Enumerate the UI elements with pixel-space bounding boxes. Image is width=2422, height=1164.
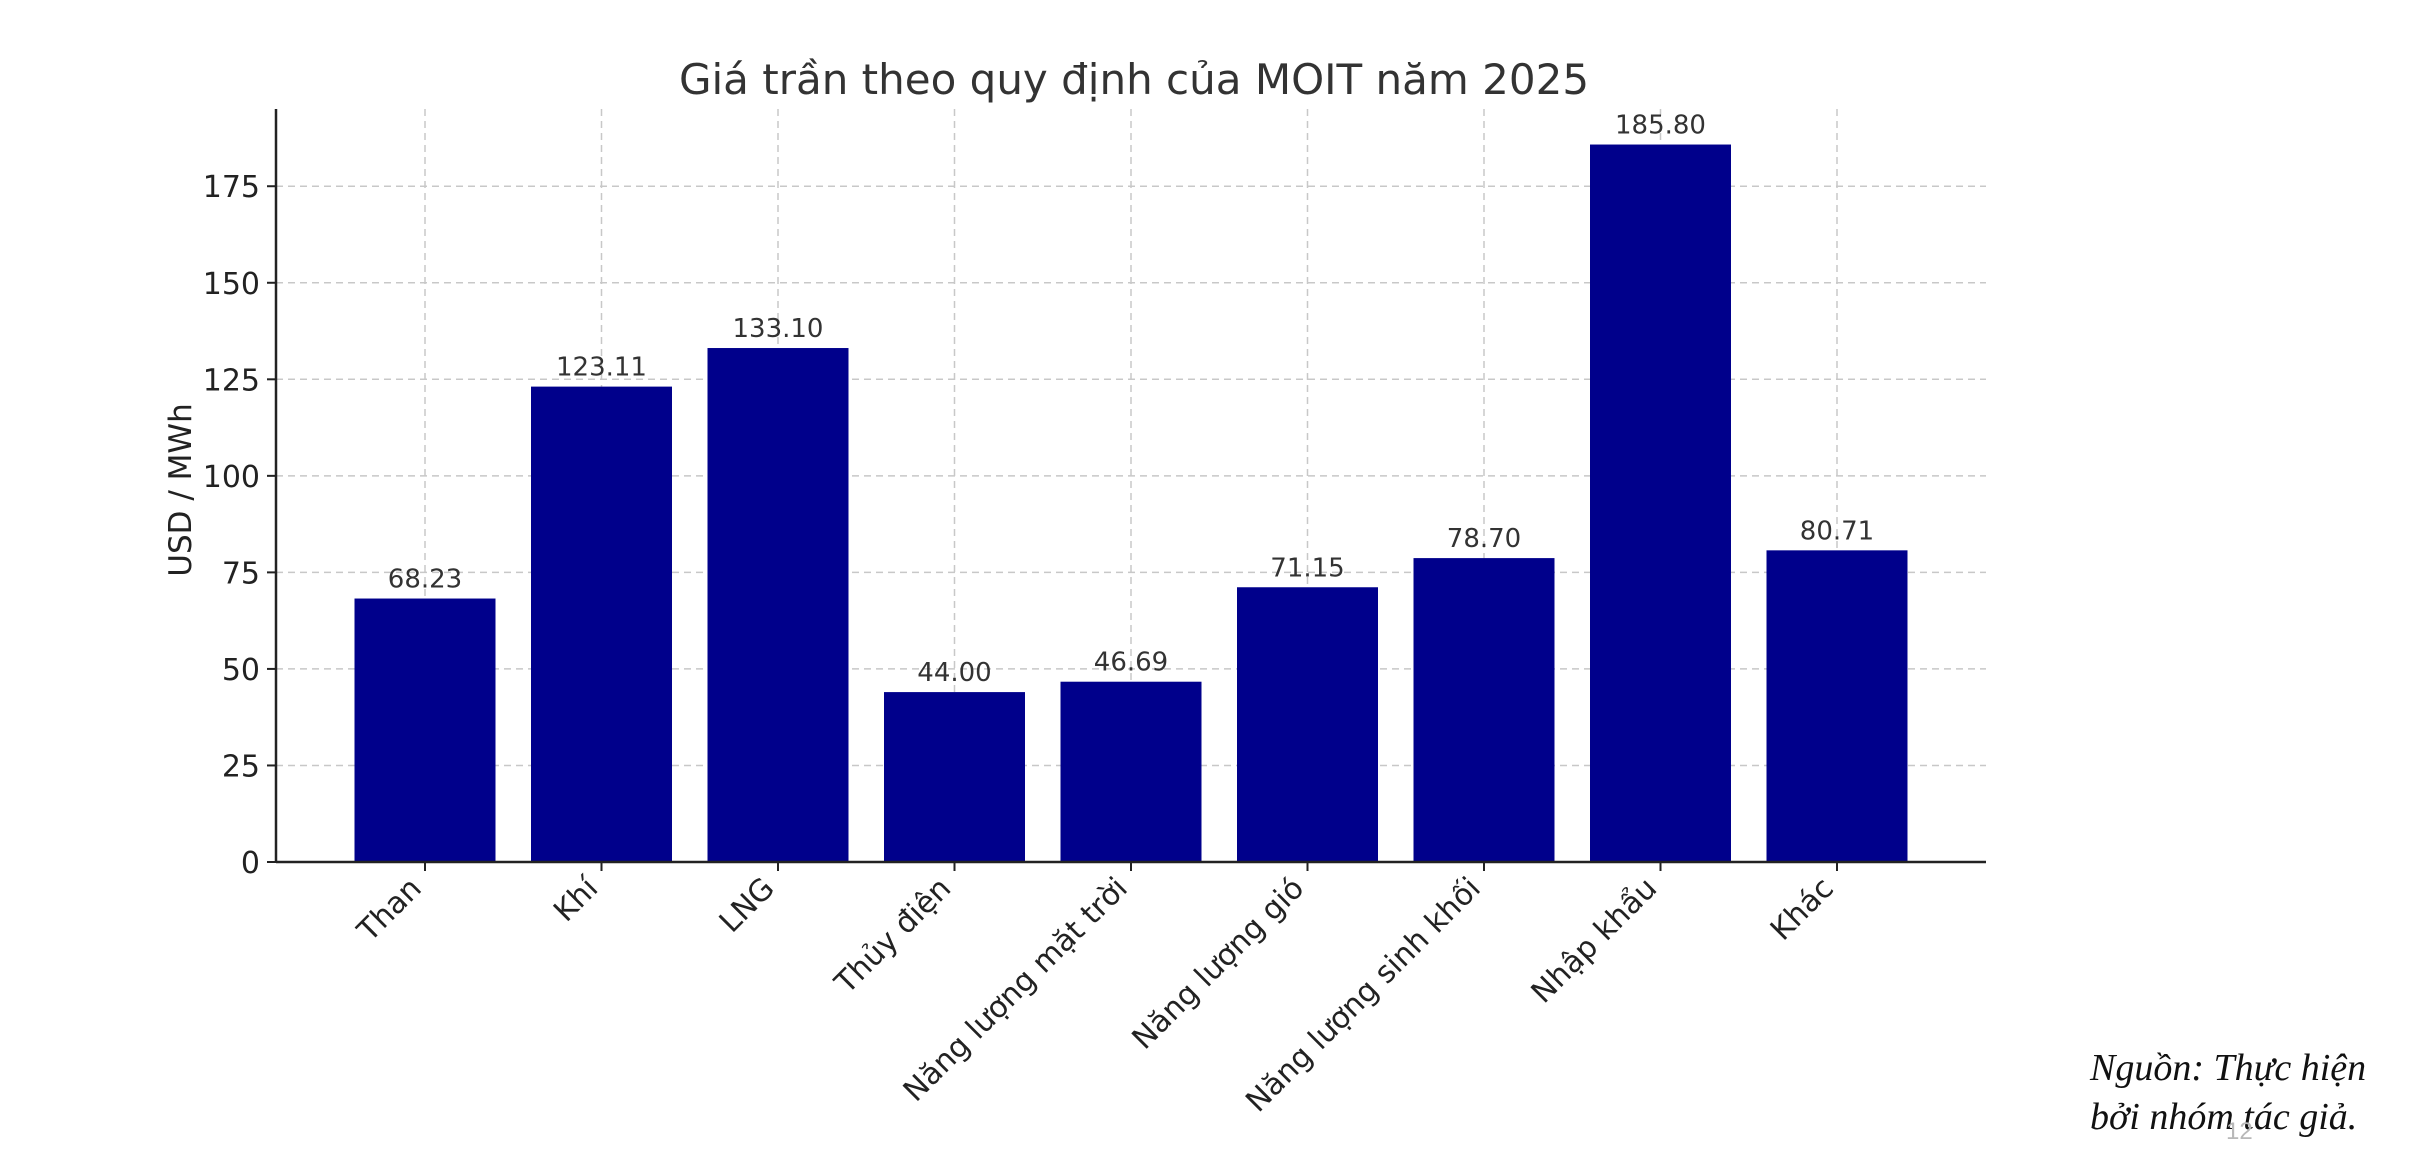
bars-layer (354, 144, 1908, 863)
data-label: 44.00 (917, 658, 991, 688)
bar (1060, 681, 1202, 862)
chart-title: Giá trần theo quy định của MOIT năm 2025 (679, 55, 1589, 104)
bar (354, 598, 496, 862)
y-tick-label: 50 (222, 653, 260, 688)
source-note: Nguồn: Thực hiện bởi nhóm tác giả. (2090, 1044, 2366, 1142)
x-tick-label: LNG (713, 871, 782, 940)
y-axis-label: USD / MWh (163, 403, 199, 576)
axes-layer (267, 109, 1986, 871)
page-number: 12 (2226, 1118, 2253, 1145)
bar (1413, 558, 1555, 862)
data-label: 133.10 (733, 314, 824, 344)
data-label: 71.15 (1270, 553, 1344, 583)
y-tick-label: 175 (203, 170, 260, 205)
bar (884, 692, 1025, 862)
x-tick-label: Khác (1764, 871, 1841, 948)
data-label: 80.71 (1800, 516, 1874, 546)
bar (1590, 144, 1731, 863)
source-line-1: Nguồn: Thực hiện (2090, 1047, 2367, 1089)
data-label: 68.23 (388, 565, 462, 595)
x-tick-label: Năng lượng gió (1126, 871, 1312, 1057)
bar (707, 348, 849, 862)
bar (1766, 550, 1908, 862)
data-label: 185.80 (1615, 111, 1706, 141)
bar (531, 386, 672, 862)
y-tick-label: 100 (203, 460, 260, 495)
y-tick-label: 25 (222, 749, 260, 784)
data-label: 46.69 (1094, 648, 1168, 678)
x-tick-label: Khí (547, 870, 606, 929)
source-line-2: bởi nhóm tác giả. (2090, 1096, 2358, 1138)
y-tick-label: 0 (241, 846, 260, 881)
bar (1237, 587, 1378, 862)
y-tick-label: 75 (222, 556, 260, 591)
x-tick-label: Than (350, 871, 428, 949)
x-tick-label: Thủy điện (828, 871, 958, 1001)
y-tick-label: 125 (203, 363, 260, 398)
y-tick-label: 150 (203, 267, 260, 302)
data-label: 123.11 (556, 353, 647, 383)
data-label: 78.70 (1447, 524, 1521, 554)
x-tick-label: Nhập khẩu (1524, 870, 1664, 1010)
